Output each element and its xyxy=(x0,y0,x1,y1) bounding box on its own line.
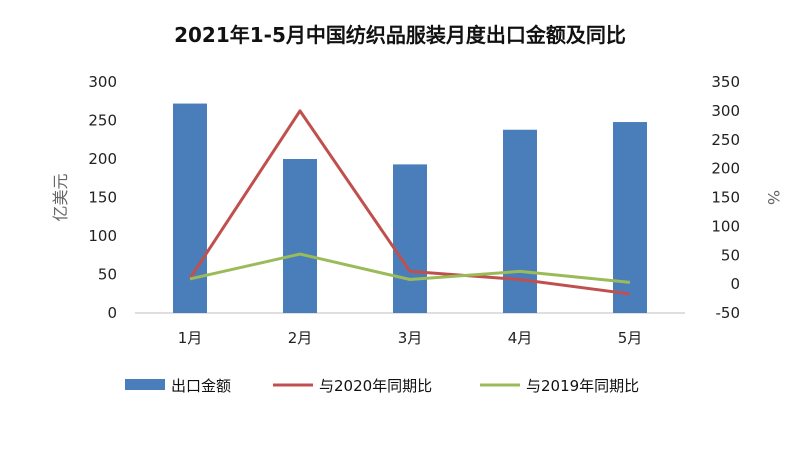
legend: 出口金额 与2020年同期比 与2019年同期比 xyxy=(125,377,639,395)
y-left-tick-label: 200 xyxy=(88,150,117,168)
x-tick-label: 3月 xyxy=(398,329,423,347)
y-right-tick-label: 0 xyxy=(730,275,740,293)
y-right-axis-title: % xyxy=(764,190,783,205)
x-tick-label: 5月 xyxy=(618,329,643,347)
bar xyxy=(393,164,427,313)
y-left-axis-title: 亿美元 xyxy=(51,173,70,221)
series-line xyxy=(188,109,631,296)
y-left-tick-label: 100 xyxy=(88,227,117,245)
y-right-tick-label: -50 xyxy=(716,304,741,322)
y-left-tick-label: 150 xyxy=(88,189,117,207)
chart-title: 2021年1-5月中国纺织品服装月度出口金额及同比 xyxy=(174,23,626,47)
bar xyxy=(283,159,317,313)
legend-label: 与2020年同期比 xyxy=(319,377,432,395)
plot-area: 0 50 100 150 200 250 300 -50 0 50 100 150 200 250 300 3… xyxy=(51,73,783,347)
y-right-tick-label: 250 xyxy=(711,131,740,149)
y-right-tick-label: 300 xyxy=(711,102,740,120)
legend-label: 出口金额 xyxy=(171,377,231,395)
y-right-tick-label: 50 xyxy=(721,246,740,264)
y-right-tick-label: 150 xyxy=(711,189,740,207)
legend-swatch xyxy=(125,379,165,390)
y-right-tick-label: 100 xyxy=(711,217,740,235)
series-line xyxy=(189,252,631,284)
y-left-tick-label: 50 xyxy=(98,266,117,284)
bar xyxy=(173,103,207,313)
y-left-tick-label: 300 xyxy=(88,73,117,91)
y-left-tick-label: 250 xyxy=(88,112,117,130)
x-tick-label: 1月 xyxy=(178,329,203,347)
x-tick-label: 2月 xyxy=(288,329,313,347)
bar xyxy=(613,122,647,313)
y-left-tick-label: 0 xyxy=(107,304,117,322)
y-right-tick-label: 350 xyxy=(711,73,740,91)
y-right-tick-label: 200 xyxy=(711,160,740,178)
bar xyxy=(503,129,537,313)
legend-label: 与2019年同期比 xyxy=(526,377,639,395)
x-tick-label: 4月 xyxy=(508,329,533,347)
